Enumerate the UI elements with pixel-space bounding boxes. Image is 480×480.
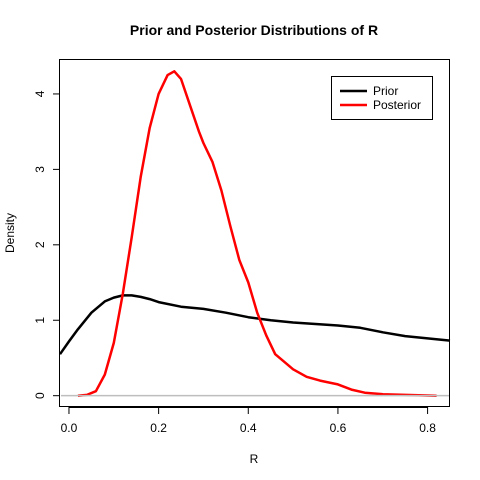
x-axis: 0.0 0.2 0.4 0.6 0.8: [61, 407, 436, 435]
legend-box: [331, 76, 433, 120]
y-tick-label: 0: [33, 392, 47, 399]
x-axis-label: R: [250, 452, 259, 466]
x-tick-label: 0.8: [419, 421, 436, 435]
y-axis: 0 1 2 3 4: [33, 90, 60, 399]
y-axis-label: Density: [3, 213, 17, 253]
series-line-prior: [58, 294, 451, 355]
series-line-posterior: [77, 70, 437, 397]
x-tick-label: 0.6: [330, 421, 347, 435]
x-tick-label: 0.0: [61, 421, 78, 435]
series-layer: [58, 70, 451, 397]
x-tick-label: 0.2: [150, 421, 167, 435]
legend-label-prior: Prior: [373, 84, 398, 98]
legend-label-posterior: Posterior: [373, 98, 421, 112]
y-tick-label: 2: [33, 241, 47, 248]
y-tick-label: 1: [33, 317, 47, 324]
legend: Prior Posterior: [331, 76, 433, 120]
chart-title: Prior and Posterior Distributions of R: [130, 22, 378, 38]
y-tick-label: 3: [33, 166, 47, 173]
y-tick-label: 4: [33, 90, 47, 97]
x-tick-label: 0.4: [240, 421, 257, 435]
